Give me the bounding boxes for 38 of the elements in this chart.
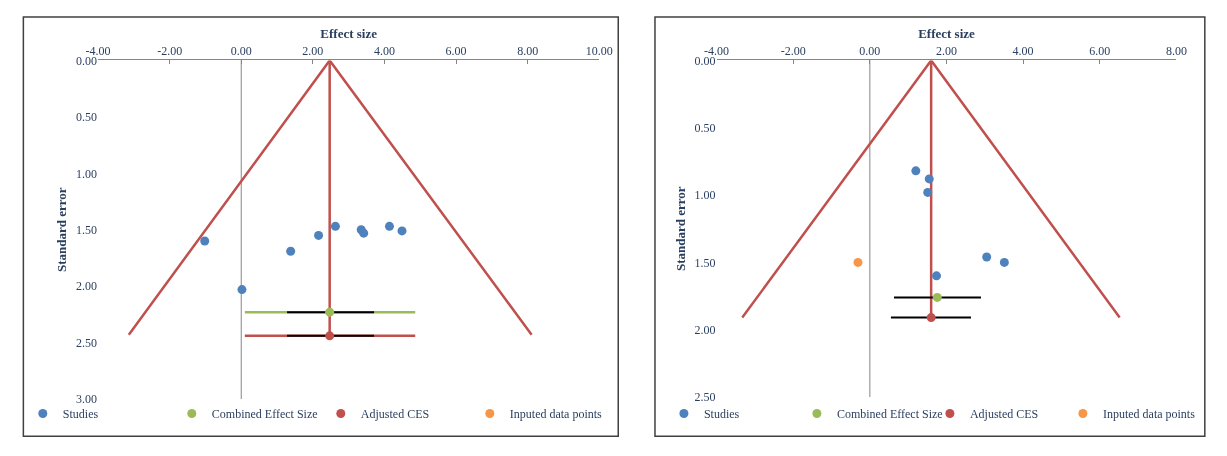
x-tick-label: 8.00 xyxy=(517,43,539,58)
x-tick-label: 4.00 xyxy=(1012,43,1034,58)
y-axis-title: Standard error xyxy=(53,187,69,273)
legend-label: Inputed data points xyxy=(509,407,603,422)
legend-label: Studies xyxy=(62,407,99,422)
x-tick-label: 10.00 xyxy=(585,43,613,58)
y-tick-label: 0.50 xyxy=(76,110,98,125)
x-tick-label: 0.00 xyxy=(230,43,252,58)
legend-label: Combined Effect Size xyxy=(836,407,943,422)
y-tick-label: 2.50 xyxy=(694,390,716,405)
y-tick-label: 2.00 xyxy=(76,279,98,294)
x-tick-label: -2.00 xyxy=(780,43,806,58)
y-axis-title: Standard error xyxy=(672,186,688,272)
legend-label: Adjusted CES xyxy=(969,407,1039,422)
y-tick-label: 1.00 xyxy=(694,188,716,203)
y-tick-label: 2.50 xyxy=(76,335,98,350)
legend-label: Combined Effect Size xyxy=(211,407,318,422)
y-tick-label: 2.00 xyxy=(694,322,716,337)
x-tick-label: 6.00 xyxy=(1089,43,1111,58)
legend-label: Adjusted CES xyxy=(360,407,430,422)
x-tick-label: 2.00 xyxy=(935,43,957,58)
legend-label: Studies xyxy=(703,407,740,422)
x-axis-title: Effect size xyxy=(918,25,976,41)
x-tick-label: -4.00 xyxy=(704,43,730,58)
y-tick-label: 1.50 xyxy=(694,255,716,270)
x-tick-label: -2.00 xyxy=(157,43,183,58)
x-tick-label: -4.00 xyxy=(85,43,111,58)
x-tick-label: 0.00 xyxy=(859,43,881,58)
legend-label: Inputed data points xyxy=(1102,407,1196,422)
x-tick-label: 6.00 xyxy=(445,43,467,58)
y-tick-label: 3.00 xyxy=(76,392,98,407)
y-tick-label: 0.50 xyxy=(694,120,716,135)
x-tick-label: 2.00 xyxy=(302,43,324,58)
x-tick-label: 4.00 xyxy=(373,43,395,58)
y-tick-label: 1.50 xyxy=(76,222,98,237)
y-tick-label: 1.00 xyxy=(76,166,98,181)
x-axis-title: Effect size xyxy=(320,25,378,41)
x-tick-label: 8.00 xyxy=(1165,43,1187,58)
